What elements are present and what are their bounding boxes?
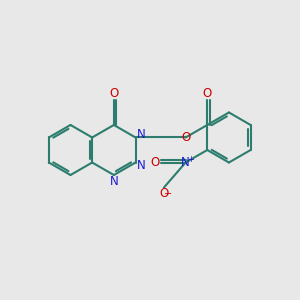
Text: O: O [181, 131, 190, 144]
Text: O: O [159, 187, 169, 200]
Text: −: − [164, 189, 172, 199]
Text: N: N [137, 159, 146, 172]
Text: O: O [202, 87, 212, 100]
Text: N: N [181, 156, 190, 169]
Text: N: N [137, 128, 146, 141]
Text: O: O [151, 156, 160, 169]
Text: O: O [109, 87, 119, 100]
Text: N: N [110, 175, 118, 188]
Text: +: + [187, 155, 194, 164]
